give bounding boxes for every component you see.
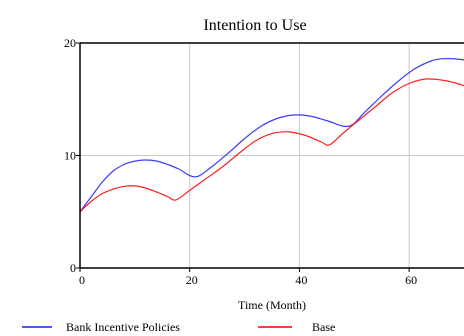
series-layer bbox=[80, 57, 464, 213]
legend-label: Bank Incentive Policies bbox=[66, 320, 180, 334]
chart-title: Intention to Use bbox=[203, 17, 306, 34]
tick-labels: 0 20 40 60 0 10 20 bbox=[64, 36, 417, 287]
x-axis-title: Time (Month) bbox=[238, 298, 306, 312]
x-tick-label: 40 bbox=[295, 273, 307, 287]
series-line-bank-incentive-policies bbox=[80, 57, 464, 213]
y-tick-label: 0 bbox=[70, 261, 76, 275]
legend-label: Base bbox=[312, 320, 335, 334]
x-tick-label: 0 bbox=[79, 273, 85, 287]
grid-lines bbox=[80, 43, 464, 268]
x-tick-label: 60 bbox=[405, 273, 417, 287]
series-line-base bbox=[80, 78, 464, 213]
y-tick-label: 20 bbox=[64, 36, 76, 50]
x-tick-label: 20 bbox=[186, 273, 198, 287]
y-tick-label: 10 bbox=[64, 149, 76, 163]
legend: Bank Incentive Policies Base bbox=[22, 320, 335, 334]
